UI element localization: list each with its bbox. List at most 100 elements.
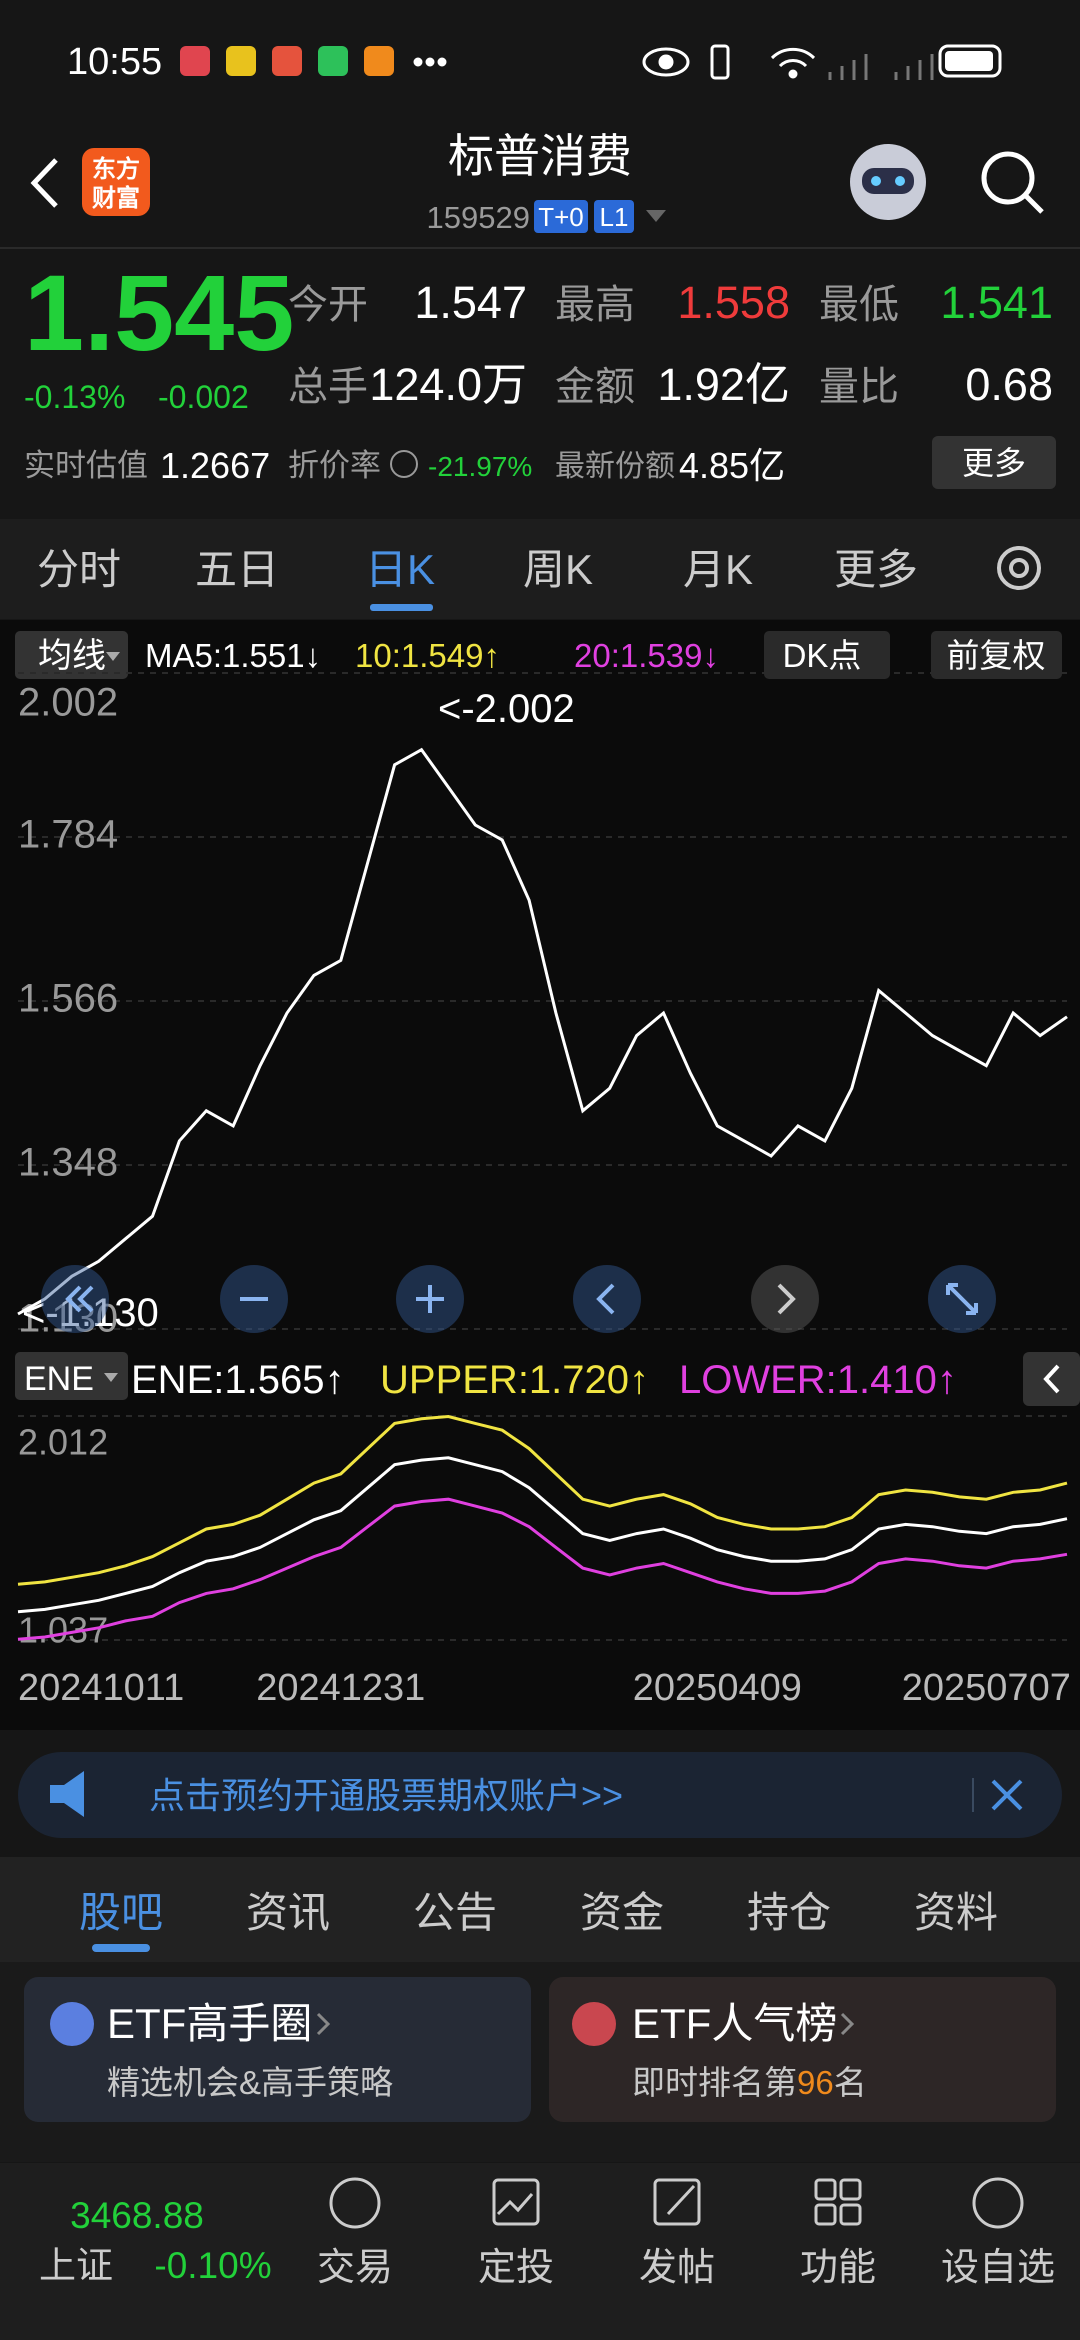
change: -0.002: [158, 379, 249, 415]
dk-button[interactable]: [764, 631, 890, 679]
tab[interactable]: 资讯: [246, 1889, 330, 1936]
control-button[interactable]: [573, 1265, 641, 1333]
nav-label[interactable]: 发帖: [639, 2247, 715, 2289]
dk-button-text[interactable]: DK点: [783, 637, 862, 674]
ene-value: ENE:1.565↑: [131, 1358, 344, 1402]
field-value: 0.68: [965, 359, 1053, 410]
ene-upper: UPPER:1.720↑: [380, 1358, 649, 1402]
annotation: <-2.002: [438, 687, 575, 731]
x-tick-label: 20250707: [902, 1667, 1071, 1709]
close-button[interactable]: [991, 1779, 1023, 1811]
back-button[interactable]: [30, 158, 58, 208]
chart-controls: [41, 1265, 996, 1333]
badge: [594, 200, 634, 233]
series-line: [17, 747, 1068, 1316]
ma-button[interactable]: [15, 631, 128, 679]
y-tick-label: 2.002: [18, 681, 118, 725]
tab[interactable]: 分时: [37, 546, 121, 593]
card-title[interactable]: ETF高手圈: [107, 2000, 312, 2047]
card[interactable]: [24, 1977, 531, 2122]
card-title[interactable]: ETF人气榜: [632, 2000, 837, 2047]
nav-label[interactable]: 交易: [317, 2247, 393, 2289]
index-value[interactable]: 3468.88: [70, 2195, 204, 2236]
ma20: 20:1.539↓: [574, 637, 719, 674]
control-button[interactable]: [751, 1265, 819, 1333]
card[interactable]: [549, 1977, 1056, 2122]
y-tick-label: 1.348: [18, 1141, 118, 1185]
price: 1.545: [24, 252, 294, 373]
adjust-button[interactable]: [931, 631, 1062, 679]
nav-icons: [329, 2177, 1024, 2229]
tab[interactable]: 股吧: [79, 1889, 163, 1936]
tab[interactable]: 日K: [365, 546, 435, 593]
discount-value: -21.97%: [428, 451, 532, 482]
chart-area: [0, 620, 1080, 1730]
field-label: 总手: [288, 365, 368, 409]
subtitle-part: 名: [834, 2064, 867, 2101]
status-time: 10:55: [67, 41, 162, 83]
tab[interactable]: 持仓: [747, 1889, 831, 1936]
series-line: [17, 1414, 1068, 1586]
more-button-text[interactable]: 更多: [962, 445, 1026, 481]
collapse-button[interactable]: [1023, 1352, 1080, 1406]
subtitle-part: 即时排名第: [632, 2064, 797, 2101]
estimate-label: 实时估值: [24, 448, 148, 483]
index-change[interactable]: -0.10%: [154, 2245, 271, 2286]
period-tabs: [0, 519, 1080, 619]
logo: [82, 148, 150, 216]
ene-lower: LOWER:1.410↑: [679, 1358, 957, 1402]
control-button[interactable]: [41, 1265, 109, 1333]
field-value: 124.0万: [369, 359, 527, 410]
ma10: 10:1.549↑: [355, 637, 500, 674]
content-tab-group: 股吧 资讯 公告 资金 持仓 资料: [79, 1889, 998, 1936]
ene-button[interactable]: [15, 1352, 128, 1400]
collapse-icon: [1043, 1364, 1060, 1394]
settings-button[interactable]: [997, 546, 1041, 590]
discount-label: 折价率: [288, 448, 381, 483]
tab[interactable]: 公告: [413, 1889, 497, 1936]
bottom-nav: [0, 2163, 1080, 2340]
robot-avatar[interactable]: [850, 144, 926, 220]
card-subtitle: 精选机会&高手策略: [107, 2064, 393, 2101]
rank: 96: [797, 2064, 834, 2101]
logo-text: 财富: [92, 184, 140, 212]
banner[interactable]: [18, 1752, 1062, 1838]
card-icon: [572, 2002, 616, 2046]
tab[interactable]: 五日: [195, 546, 279, 593]
adjust-button-text[interactable]: 前复权: [947, 637, 1046, 674]
nav-label[interactable]: 功能: [800, 2247, 876, 2289]
card-subtitle: 即时排名第96名: [632, 2064, 867, 2101]
quote-fields: 今开 1.547 最高 1.558 最低 1.541 总手 124.0万 金额 …: [24, 277, 1056, 489]
banner-text[interactable]: 点击预约开通股票期权账户>>: [149, 1775, 623, 1816]
index-name[interactable]: 上证: [39, 2245, 113, 2286]
x-tick-label: 20241231: [256, 1667, 425, 1709]
dropdown-arrow[interactable]: [646, 210, 666, 222]
field-label: 最高: [555, 283, 635, 327]
ma-button-text[interactable]: 均线: [38, 637, 106, 675]
badge-text: T+0: [538, 202, 584, 232]
shares-value: 4.85亿: [679, 445, 785, 486]
x-tick-label: 20250409: [633, 1667, 802, 1709]
period-tab-group: 分时 五日 日K 周K 月K 更多: [37, 546, 918, 593]
annotation: <-1.130: [22, 1291, 159, 1335]
ene-button-text[interactable]: ENE: [24, 1360, 94, 1398]
nav-label[interactable]: 定投: [478, 2247, 554, 2289]
series-line: [17, 1456, 1068, 1614]
chevron: [316, 2012, 331, 2036]
info-icon[interactable]: [390, 450, 418, 478]
field-value: 1.558: [677, 277, 790, 328]
change-pct: -0.13%: [24, 379, 125, 415]
tab[interactable]: 资金: [580, 1889, 664, 1936]
nav-label[interactable]: 设自选: [941, 2247, 1055, 2289]
search-button[interactable]: [981, 151, 1044, 214]
tab[interactable]: 月K: [683, 546, 753, 593]
tab[interactable]: 周K: [523, 546, 593, 593]
tab[interactable]: 资料: [914, 1889, 998, 1936]
field-label: 最低: [819, 283, 899, 327]
tab[interactable]: 更多: [834, 546, 918, 593]
more-button[interactable]: [932, 436, 1056, 489]
badge-text: L1: [600, 202, 629, 232]
